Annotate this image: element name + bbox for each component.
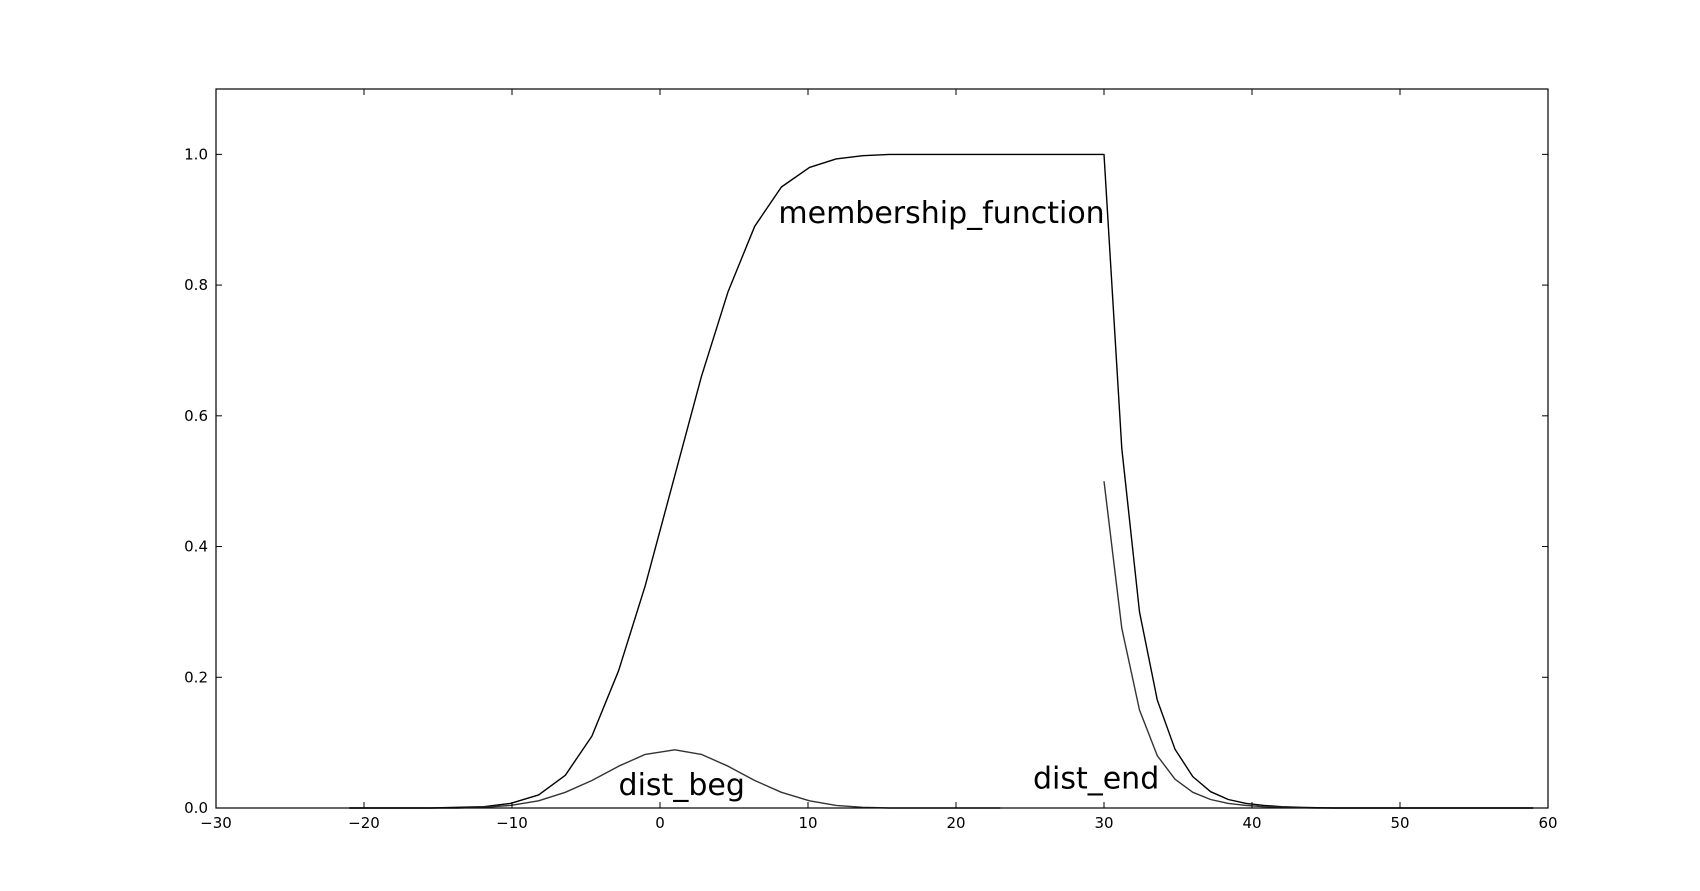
x-tick-label: 20 [946, 814, 965, 832]
x-tick-label: −10 [496, 814, 528, 832]
y-tick-label: 0.8 [184, 276, 208, 294]
x-tick-label: −30 [200, 814, 232, 832]
x-tick-label: 50 [1390, 814, 1409, 832]
x-tick-label: 60 [1538, 814, 1557, 832]
annotation-layer: membership_function dist_beg dist_end [619, 196, 1160, 803]
x-tick-label: 40 [1242, 814, 1261, 832]
x-tick-label: 10 [798, 814, 817, 832]
x-tick-label: 0 [655, 814, 665, 832]
y-tick-label: 0.0 [184, 799, 208, 817]
x-tick-label: −20 [348, 814, 380, 832]
tick-layer: −30 −20 −10 0 10 20 30 40 50 60 0.0 0.2 0.4 0.6 0.8 1.0 [184, 89, 1558, 832]
y-tick-label: 1.0 [184, 145, 208, 163]
plot-frame [215, 88, 1549, 809]
x-tick-label: 30 [1094, 814, 1113, 832]
y-tick-label: 0.6 [184, 407, 208, 425]
y-tick-label: 0.2 [184, 668, 208, 686]
plot-background [216, 89, 1548, 808]
annotation-membership-label: membership_function [778, 196, 1104, 231]
annotation-dist-end-label: dist_end [1033, 761, 1159, 796]
y-tick-label: 0.4 [184, 538, 208, 556]
annotation-dist-beg-label: dist_beg [619, 768, 745, 803]
